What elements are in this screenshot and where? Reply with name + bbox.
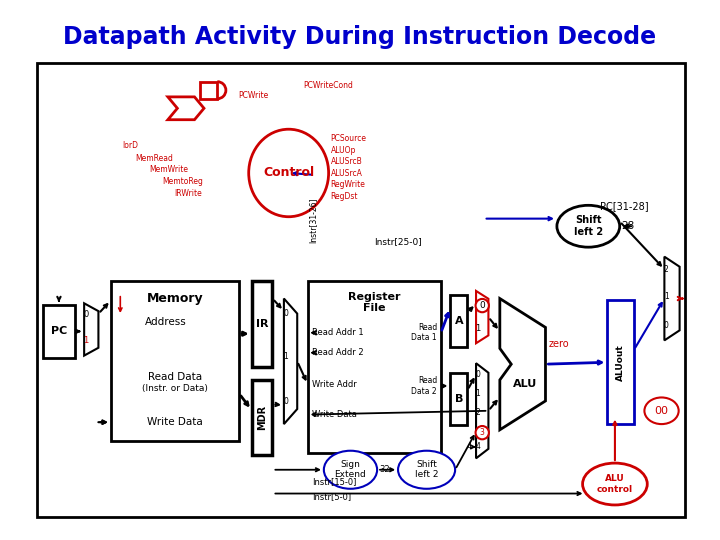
Text: 1: 1 [476,389,480,398]
Polygon shape [168,97,204,120]
Text: PCWriteCond: PCWriteCond [303,81,353,90]
Text: 0: 0 [84,310,89,319]
Text: Write Addr: Write Addr [312,380,357,389]
Bar [43,305,75,357]
Text: Instr[15-0]: Instr[15-0] [312,477,357,487]
Bar [607,300,634,424]
Text: Instr[5-0]: Instr[5-0] [312,492,351,501]
Text: 2: 2 [664,265,669,274]
Text: Write Data: Write Data [312,410,357,419]
Polygon shape [476,363,488,458]
Text: ALU: ALU [513,379,537,389]
Text: 32: 32 [379,465,390,474]
Text: MemtoReg: MemtoReg [162,177,203,186]
Text: PC: PC [51,326,67,336]
Text: Read Addr 1: Read Addr 1 [312,328,364,338]
Text: RegDst: RegDst [330,192,358,200]
Bar [451,373,467,425]
Text: 0: 0 [475,370,480,379]
Ellipse shape [557,205,620,247]
Text: Register: Register [348,292,400,302]
Text: Read
Data 2: Read Data 2 [411,376,437,396]
Text: Shift
left 2: Shift left 2 [415,460,438,480]
Ellipse shape [324,451,377,489]
Text: 00: 00 [654,406,669,416]
Text: zero: zero [549,340,569,349]
Text: 1: 1 [664,292,669,301]
Ellipse shape [248,129,328,217]
Bar [37,63,685,517]
Text: 2: 2 [476,408,480,417]
Text: ALUOp: ALUOp [330,146,356,155]
Bar [111,281,239,441]
Text: PCSource: PCSource [330,134,366,144]
Text: Read Addr 2: Read Addr 2 [312,348,364,357]
Text: IR: IR [256,319,269,329]
Polygon shape [500,299,546,430]
Ellipse shape [644,397,679,424]
Ellipse shape [476,426,489,440]
Text: Control: Control [263,166,314,179]
Text: 4: 4 [467,442,472,451]
Bar [200,82,217,99]
Text: MDR: MDR [257,405,267,430]
Text: Shift
left 2: Shift left 2 [574,215,603,237]
Text: 0: 0 [664,321,669,330]
Text: MemWrite: MemWrite [149,165,188,174]
Polygon shape [284,299,297,424]
Text: IorD: IorD [122,141,138,150]
Text: ALUout: ALUout [616,344,625,381]
Text: A: A [454,316,463,326]
Text: Instr[31-26]: Instr[31-26] [308,198,317,244]
Ellipse shape [398,451,455,489]
Text: MemRead: MemRead [135,153,174,163]
Text: PCWrite: PCWrite [238,91,269,100]
Text: File: File [363,303,385,313]
Text: Memory: Memory [147,292,203,305]
Text: 3: 3 [480,428,485,437]
Polygon shape [84,303,99,356]
Polygon shape [476,291,488,343]
Text: ALUSrcB: ALUSrcB [330,157,362,166]
Bar [251,281,272,367]
Text: (Instr. or Data): (Instr. or Data) [142,384,208,394]
Bar [451,295,467,347]
Ellipse shape [582,463,647,505]
Text: 0: 0 [480,301,485,310]
Text: 0: 0 [284,397,288,406]
Text: Address: Address [145,318,186,327]
Text: ALU
control: ALU control [597,474,633,494]
Text: IRWrite: IRWrite [174,188,202,198]
Text: Datapath Activity During Instruction Decode: Datapath Activity During Instruction Dec… [63,25,657,49]
Text: Instr[25-0]: Instr[25-0] [374,237,422,246]
Text: PC[31-28]: PC[31-28] [600,201,649,211]
Bar [251,380,272,455]
Ellipse shape [476,299,489,312]
Text: 1: 1 [284,352,288,361]
Text: RegWrite: RegWrite [330,180,365,189]
Text: 0: 0 [284,309,288,318]
Text: 1: 1 [84,336,89,346]
Text: B: B [455,394,463,404]
Text: Write Data: Write Data [147,417,203,427]
Text: Sign
Extend: Sign Extend [335,460,366,480]
Text: 28: 28 [621,221,635,231]
Text: Read Data: Read Data [148,372,202,382]
Text: 4: 4 [475,442,480,451]
Text: 1: 1 [475,324,480,333]
Bar [307,281,441,453]
Text: ALUSrcA: ALUSrcA [330,168,362,178]
Text: Read
Data 1: Read Data 1 [411,323,437,342]
Polygon shape [665,256,680,340]
